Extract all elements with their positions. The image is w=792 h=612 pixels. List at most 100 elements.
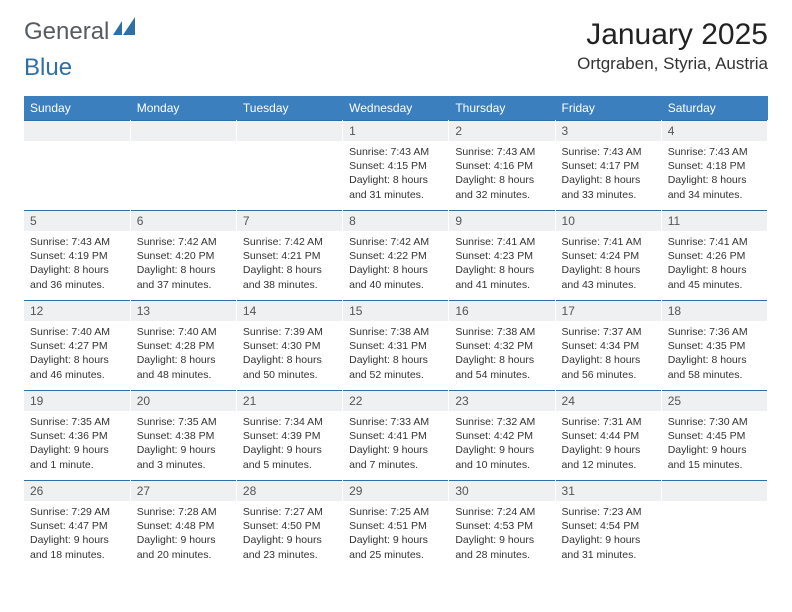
day-number: 19 [24, 390, 130, 411]
day-details: Sunrise: 7:41 AMSunset: 4:23 PMDaylight:… [449, 231, 554, 298]
day-number: 23 [449, 390, 554, 411]
logo: General [24, 18, 141, 46]
day-number: 22 [343, 390, 448, 411]
day-details: Sunrise: 7:38 AMSunset: 4:32 PMDaylight:… [449, 321, 554, 388]
day-details: Sunrise: 7:38 AMSunset: 4:31 PMDaylight:… [343, 321, 448, 388]
day-number: 30 [449, 480, 554, 501]
calendar-day-cell: 29Sunrise: 7:25 AMSunset: 4:51 PMDayligh… [343, 480, 449, 570]
calendar-day-cell: 5Sunrise: 7:43 AMSunset: 4:19 PMDaylight… [24, 210, 130, 300]
weekday-header: Friday [555, 96, 661, 120]
calendar-day-cell: 22Sunrise: 7:33 AMSunset: 4:41 PMDayligh… [343, 390, 449, 480]
calendar-day-cell: 3Sunrise: 7:43 AMSunset: 4:17 PMDaylight… [555, 120, 661, 210]
weekday-header: Saturday [661, 96, 767, 120]
logo-text-general: General [24, 18, 109, 46]
day-details: Sunrise: 7:43 AMSunset: 4:16 PMDaylight:… [449, 141, 554, 208]
day-details: Sunrise: 7:27 AMSunset: 4:50 PMDaylight:… [237, 501, 342, 568]
day-details: Sunrise: 7:29 AMSunset: 4:47 PMDaylight:… [24, 501, 130, 568]
day-details: Sunrise: 7:42 AMSunset: 4:22 PMDaylight:… [343, 231, 448, 298]
calendar-page: General January 2025 Ortgraben, Styria, … [0, 0, 792, 588]
day-details: Sunrise: 7:43 AMSunset: 4:17 PMDaylight:… [556, 141, 661, 208]
calendar-week-row: 26Sunrise: 7:29 AMSunset: 4:47 PMDayligh… [24, 480, 768, 570]
day-details: Sunrise: 7:30 AMSunset: 4:45 PMDaylight:… [662, 411, 767, 478]
day-number: 28 [237, 480, 342, 501]
day-details: Sunrise: 7:43 AMSunset: 4:19 PMDaylight:… [24, 231, 130, 298]
day-number: 3 [556, 120, 661, 141]
calendar-week-row: 1Sunrise: 7:43 AMSunset: 4:15 PMDaylight… [24, 120, 768, 210]
calendar-day-cell: 8Sunrise: 7:42 AMSunset: 4:22 PMDaylight… [343, 210, 449, 300]
day-number: 29 [343, 480, 448, 501]
day-number: 20 [131, 390, 236, 411]
weekday-header: Sunday [24, 96, 130, 120]
day-details: Sunrise: 7:25 AMSunset: 4:51 PMDaylight:… [343, 501, 448, 568]
day-details: Sunrise: 7:42 AMSunset: 4:21 PMDaylight:… [237, 231, 342, 298]
day-details: Sunrise: 7:35 AMSunset: 4:38 PMDaylight:… [131, 411, 236, 478]
day-number: 8 [343, 210, 448, 231]
day-details: Sunrise: 7:40 AMSunset: 4:28 PMDaylight:… [131, 321, 236, 388]
day-number [237, 120, 342, 141]
day-details: Sunrise: 7:28 AMSunset: 4:48 PMDaylight:… [131, 501, 236, 568]
calendar-week-row: 5Sunrise: 7:43 AMSunset: 4:19 PMDaylight… [24, 210, 768, 300]
day-details: Sunrise: 7:33 AMSunset: 4:41 PMDaylight:… [343, 411, 448, 478]
month-title: January 2025 [577, 18, 768, 52]
calendar-day-cell: 30Sunrise: 7:24 AMSunset: 4:53 PMDayligh… [449, 480, 555, 570]
calendar-day-cell: 15Sunrise: 7:38 AMSunset: 4:31 PMDayligh… [343, 300, 449, 390]
calendar-day-cell: 18Sunrise: 7:36 AMSunset: 4:35 PMDayligh… [661, 300, 767, 390]
day-number: 24 [556, 390, 661, 411]
calendar-day-cell: 11Sunrise: 7:41 AMSunset: 4:26 PMDayligh… [661, 210, 767, 300]
day-number [24, 120, 130, 141]
weekday-header-row: Sunday Monday Tuesday Wednesday Thursday… [24, 96, 768, 120]
day-number: 25 [662, 390, 767, 411]
day-number: 2 [449, 120, 554, 141]
day-number [662, 480, 767, 501]
day-details: Sunrise: 7:40 AMSunset: 4:27 PMDaylight:… [24, 321, 130, 388]
logo-triangle-icon [113, 17, 139, 42]
day-number: 9 [449, 210, 554, 231]
weekday-header: Wednesday [343, 96, 449, 120]
title-block: January 2025 Ortgraben, Styria, Austria [577, 18, 768, 74]
calendar-day-cell: 1Sunrise: 7:43 AMSunset: 4:15 PMDaylight… [343, 120, 449, 210]
calendar-day-cell [661, 480, 767, 570]
day-number: 1 [343, 120, 448, 141]
calendar-day-cell: 17Sunrise: 7:37 AMSunset: 4:34 PMDayligh… [555, 300, 661, 390]
day-number: 7 [237, 210, 342, 231]
day-details: Sunrise: 7:35 AMSunset: 4:36 PMDaylight:… [24, 411, 130, 478]
calendar-day-cell: 14Sunrise: 7:39 AMSunset: 4:30 PMDayligh… [236, 300, 342, 390]
day-number: 18 [662, 300, 767, 321]
day-details: Sunrise: 7:32 AMSunset: 4:42 PMDaylight:… [449, 411, 554, 478]
calendar-day-cell: 6Sunrise: 7:42 AMSunset: 4:20 PMDaylight… [130, 210, 236, 300]
day-details: Sunrise: 7:42 AMSunset: 4:20 PMDaylight:… [131, 231, 236, 298]
calendar-week-row: 12Sunrise: 7:40 AMSunset: 4:27 PMDayligh… [24, 300, 768, 390]
calendar-day-cell: 2Sunrise: 7:43 AMSunset: 4:16 PMDaylight… [449, 120, 555, 210]
calendar-day-cell: 24Sunrise: 7:31 AMSunset: 4:44 PMDayligh… [555, 390, 661, 480]
day-details: Sunrise: 7:43 AMSunset: 4:15 PMDaylight:… [343, 141, 448, 208]
day-details: Sunrise: 7:23 AMSunset: 4:54 PMDaylight:… [556, 501, 661, 568]
calendar-day-cell: 9Sunrise: 7:41 AMSunset: 4:23 PMDaylight… [449, 210, 555, 300]
calendar-day-cell: 25Sunrise: 7:30 AMSunset: 4:45 PMDayligh… [661, 390, 767, 480]
location-label: Ortgraben, Styria, Austria [577, 54, 768, 74]
calendar-week-row: 19Sunrise: 7:35 AMSunset: 4:36 PMDayligh… [24, 390, 768, 480]
calendar-day-cell [24, 120, 130, 210]
day-details: Sunrise: 7:31 AMSunset: 4:44 PMDaylight:… [556, 411, 661, 478]
calendar-day-cell: 19Sunrise: 7:35 AMSunset: 4:36 PMDayligh… [24, 390, 130, 480]
calendar-day-cell: 28Sunrise: 7:27 AMSunset: 4:50 PMDayligh… [236, 480, 342, 570]
calendar-day-cell: 31Sunrise: 7:23 AMSunset: 4:54 PMDayligh… [555, 480, 661, 570]
calendar-day-cell: 16Sunrise: 7:38 AMSunset: 4:32 PMDayligh… [449, 300, 555, 390]
day-number: 26 [24, 480, 130, 501]
day-details: Sunrise: 7:41 AMSunset: 4:26 PMDaylight:… [662, 231, 767, 298]
calendar-table: Sunday Monday Tuesday Wednesday Thursday… [24, 96, 768, 570]
logo-text-blue: Blue [24, 54, 72, 82]
day-details: Sunrise: 7:39 AMSunset: 4:30 PMDaylight:… [237, 321, 342, 388]
day-details: Sunrise: 7:36 AMSunset: 4:35 PMDaylight:… [662, 321, 767, 388]
weekday-header: Monday [130, 96, 236, 120]
day-number: 16 [449, 300, 554, 321]
day-number: 12 [24, 300, 130, 321]
calendar-day-cell: 13Sunrise: 7:40 AMSunset: 4:28 PMDayligh… [130, 300, 236, 390]
day-details: Sunrise: 7:37 AMSunset: 4:34 PMDaylight:… [556, 321, 661, 388]
calendar-day-cell [130, 120, 236, 210]
calendar-day-cell: 21Sunrise: 7:34 AMSunset: 4:39 PMDayligh… [236, 390, 342, 480]
calendar-day-cell: 27Sunrise: 7:28 AMSunset: 4:48 PMDayligh… [130, 480, 236, 570]
day-number: 5 [24, 210, 130, 231]
day-details: Sunrise: 7:41 AMSunset: 4:24 PMDaylight:… [556, 231, 661, 298]
day-number: 14 [237, 300, 342, 321]
day-number [131, 120, 236, 141]
